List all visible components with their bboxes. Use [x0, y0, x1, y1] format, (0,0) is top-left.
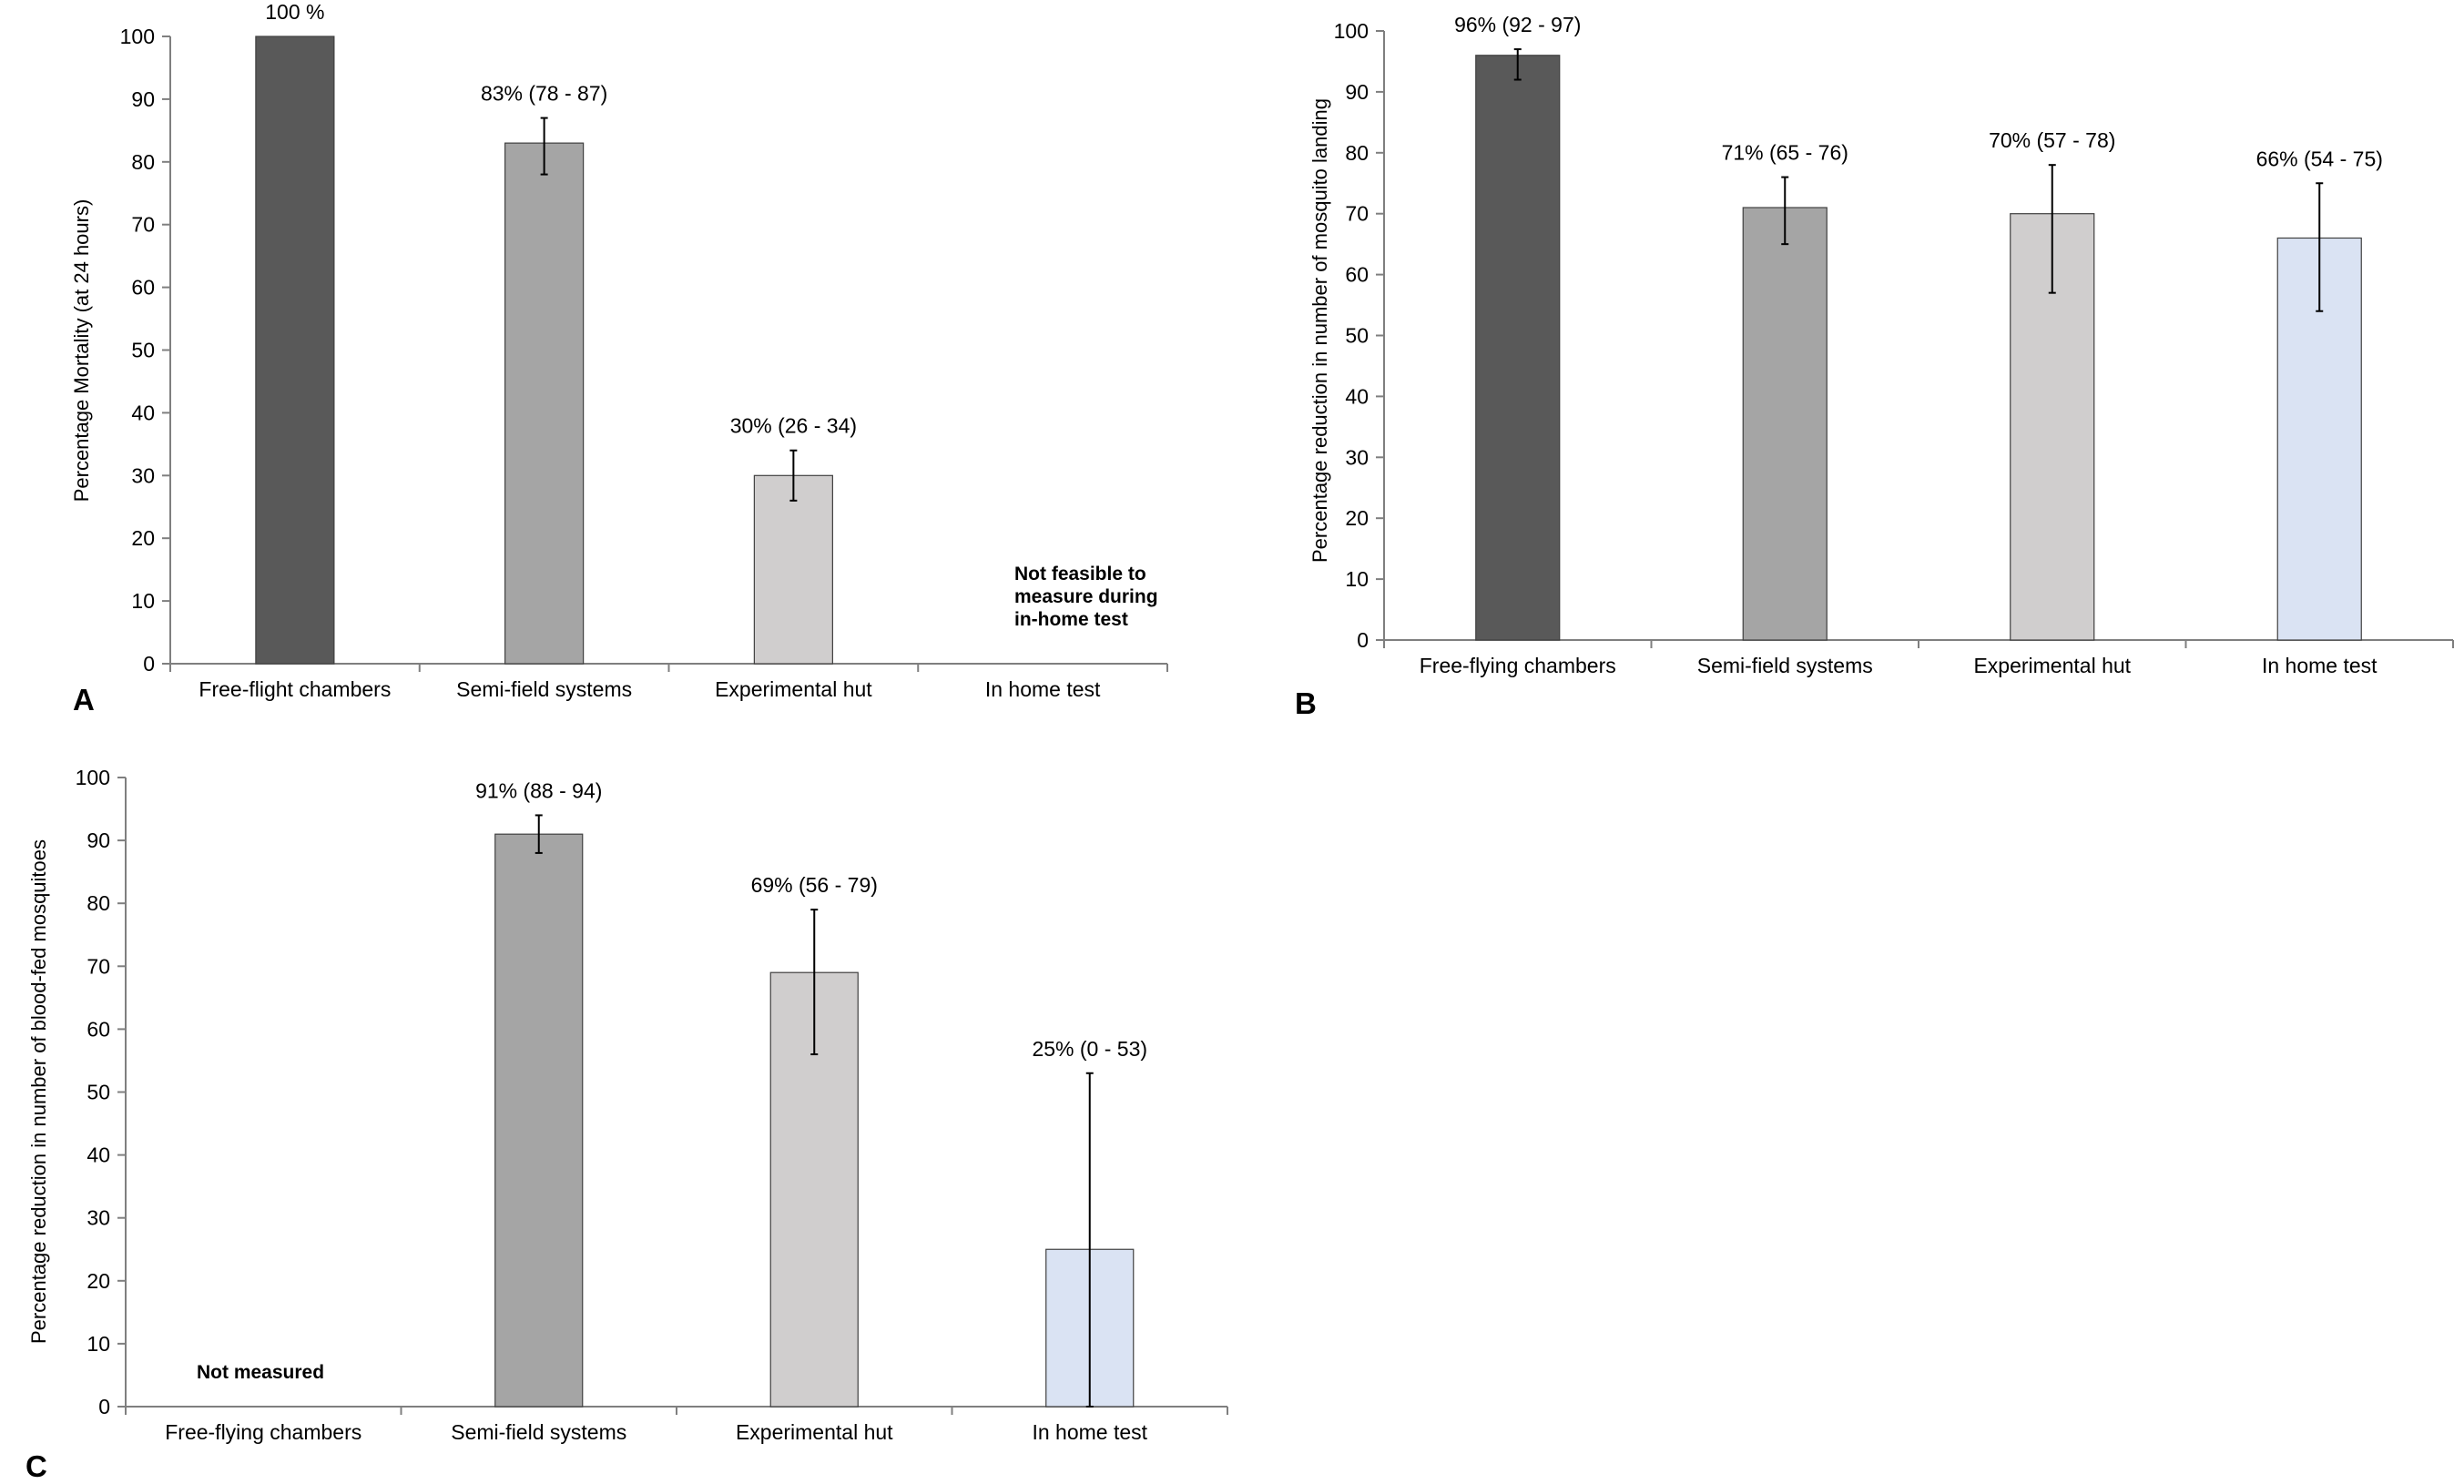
annotation-note: measure during	[1014, 586, 1158, 607]
data-label: 69% (56 - 79)	[751, 873, 878, 897]
y-tick-label: 40	[87, 1143, 110, 1167]
y-tick-label: 10	[1345, 567, 1369, 591]
data-label: 30% (26 - 34)	[730, 414, 857, 438]
x-category-label: Semi-field systems	[1697, 654, 1873, 677]
y-tick-label: 10	[87, 1332, 110, 1356]
data-label: 71% (65 - 76)	[1722, 141, 1848, 165]
data-label: 83% (78 - 87)	[481, 82, 607, 106]
bar	[494, 833, 584, 1408]
annotation-note: Not feasible to	[1014, 564, 1146, 584]
y-tick-label: 30	[1345, 445, 1369, 469]
y-axis-title: Percentage reduction in number of mosqui…	[1308, 98, 1331, 563]
data-label: 100 %	[265, 0, 324, 24]
chart-panel-c: 0 10 20 30 40 50 60 70 80 90 100 Free-flying chambe…	[25, 766, 1228, 1483]
y-tick-label: 20	[131, 526, 155, 550]
x-category-label: Experimental hut	[715, 677, 872, 701]
y-tick-label: 60	[1345, 263, 1369, 287]
chart-panel-a: 0 10 20 30 40 50 60 70 80 90 100 Free-flight chambe…	[70, 0, 1168, 717]
y-tick-label: 60	[87, 1017, 110, 1041]
bar	[1742, 207, 1828, 641]
y-tick-label: 50	[87, 1081, 110, 1104]
y-tick-label: 40	[131, 401, 155, 424]
data-label: 66% (54 - 75)	[2256, 147, 2383, 170]
y-tick-label: 50	[1345, 324, 1369, 348]
y-tick-label: 0	[98, 1395, 110, 1418]
y-tick-label: 30	[131, 463, 155, 487]
y-tick-label: 90	[1345, 80, 1369, 104]
panel-letter: C	[25, 1449, 47, 1483]
data-label: 91% (88 - 94)	[475, 778, 602, 802]
y-tick-label: 100	[1334, 19, 1369, 43]
x-category-label: Free-flying chambers	[165, 1420, 361, 1444]
bar	[1475, 55, 1561, 641]
y-tick-label: 0	[143, 652, 155, 676]
y-axis-title: Percentage reduction in number of blood-…	[27, 839, 50, 1344]
y-tick-label: 50	[131, 339, 155, 362]
chart-panel-b: 0 10 20 30 40 50 60 70 80 90 100 Free-flying chambe…	[1295, 13, 2454, 720]
y-tick-label: 20	[87, 1269, 110, 1293]
x-category-label: In home test	[1032, 1420, 1147, 1444]
y-tick-label: 70	[131, 213, 155, 237]
data-label: 25% (0 - 53)	[1032, 1037, 1147, 1061]
x-category-label: Experimental hut	[1973, 654, 2131, 677]
annotation-note: Not measured	[197, 1362, 324, 1383]
data-label: 96% (92 - 97)	[1454, 13, 1581, 36]
annotation-note: in-home test	[1014, 609, 1128, 630]
data-label: 70% (57 - 78)	[1989, 128, 2115, 152]
panel-letter: A	[73, 683, 95, 717]
y-tick-label: 70	[1345, 202, 1369, 226]
bar	[504, 142, 585, 665]
x-category-label: Free-flying chambers	[1420, 654, 1616, 677]
bar	[753, 474, 833, 665]
x-category-label: Experimental hut	[736, 1420, 893, 1444]
x-category-label: Semi-field systems	[456, 677, 632, 701]
y-tick-label: 90	[131, 87, 155, 111]
x-category-label: In home test	[2262, 654, 2377, 677]
y-tick-label: 80	[1345, 141, 1369, 165]
y-tick-label: 30	[87, 1206, 110, 1230]
y-tick-label: 60	[131, 276, 155, 300]
panel-letter: B	[1295, 686, 1317, 720]
y-tick-label: 80	[131, 150, 155, 174]
y-tick-label: 90	[87, 828, 110, 852]
y-tick-label: 100	[76, 766, 110, 789]
y-tick-label: 100	[120, 25, 155, 48]
bar	[255, 36, 335, 665]
x-category-label: Free-flight chambers	[199, 677, 391, 701]
y-tick-label: 70	[87, 954, 110, 978]
y-tick-label: 40	[1345, 384, 1369, 408]
x-category-label: In home test	[985, 677, 1101, 701]
y-axis-title: Percentage Mortality (at 24 hours)	[70, 199, 93, 503]
y-tick-label: 80	[87, 891, 110, 915]
x-category-label: Semi-field systems	[451, 1420, 626, 1444]
y-tick-label: 20	[1345, 506, 1369, 530]
y-tick-label: 0	[1357, 628, 1369, 652]
y-tick-label: 10	[131, 589, 155, 613]
